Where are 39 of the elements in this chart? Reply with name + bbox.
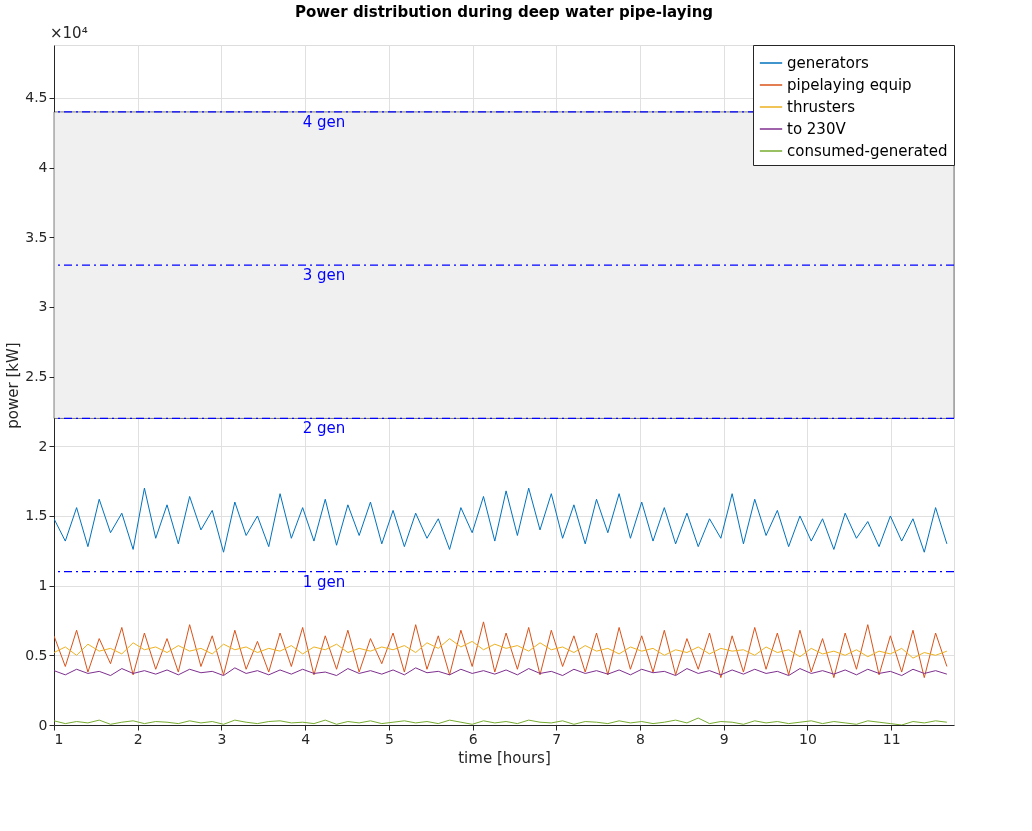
legend-label: generators: [787, 54, 870, 72]
ref-line-label: 4 gen: [302, 112, 346, 131]
x-axis-title: time [hours]: [458, 748, 551, 767]
line-series: [54, 487, 948, 553]
x-tick-label: 11: [882, 730, 901, 747]
y-tick-label: 4.5: [25, 89, 48, 106]
x-tick-label: 4: [301, 730, 311, 747]
ref-line-label: 2 gen: [302, 419, 346, 438]
line-series: [54, 621, 948, 679]
y-tick-label: 3.5: [25, 228, 48, 245]
y-tick-label: 2.5: [25, 368, 48, 385]
x-tick-label: 3: [217, 730, 227, 747]
y-tick-label: 3: [38, 298, 48, 315]
legend-label: to 230V: [787, 120, 847, 138]
text: ×10⁴: [50, 24, 88, 42]
y-tick-label: 0.5: [25, 646, 48, 663]
y-tick-label: 2: [38, 437, 48, 454]
y-tick-label: 4: [38, 159, 48, 176]
ref-line-label: 3 gen: [302, 266, 346, 285]
line-series: [54, 667, 948, 677]
line-series: [54, 638, 948, 659]
x-tick-label: 2: [133, 730, 143, 747]
y-tick-label: 1: [38, 577, 48, 594]
legend-label: consumed-generated: [787, 142, 948, 160]
x-tick-label: 9: [719, 730, 729, 747]
x-tick-label: 10: [799, 730, 817, 747]
x-tick-label: 8: [636, 730, 646, 747]
y-tick-label: 1.5: [25, 507, 48, 524]
x-tick-label: 5: [384, 730, 394, 747]
x-tick-label: 6: [468, 730, 478, 747]
y-tick-label: 0: [38, 716, 48, 733]
line-series: [54, 717, 948, 725]
chart-title: Power distribution during deep water pipe-laying: [294, 3, 714, 21]
x-tick-label: 7: [552, 730, 562, 747]
y-axis-title: power [kW]: [4, 342, 23, 429]
legend-label: pipelaying equip: [787, 76, 912, 94]
ref-line-label: 1 gen: [302, 572, 346, 591]
legend-label: thrusters: [787, 98, 856, 116]
x-tick-label: 1: [54, 730, 64, 747]
